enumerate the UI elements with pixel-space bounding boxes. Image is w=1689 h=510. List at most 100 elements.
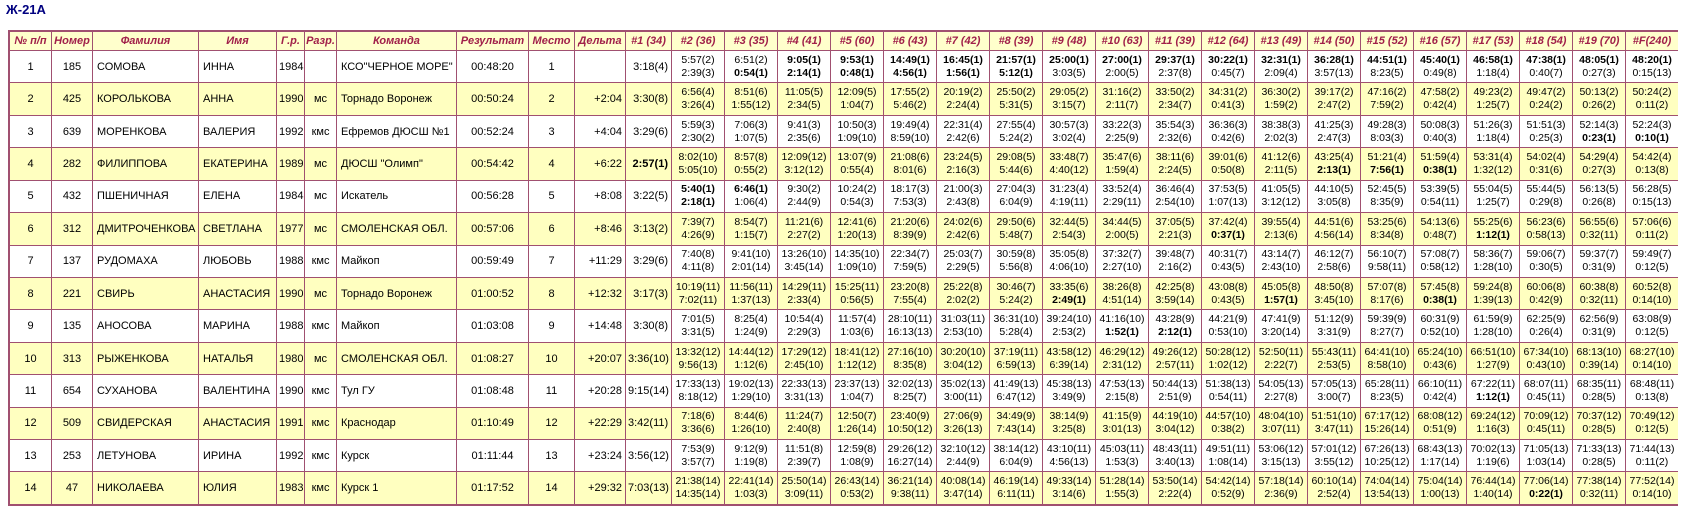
cumulative-time: 6:56(4) — [681, 86, 715, 99]
team-cell: Краснодар — [337, 407, 456, 440]
column-header: Место — [529, 32, 574, 50]
split-cell: 21:20(6) 8:39(9) — [884, 213, 936, 245]
cumulative-time: 36:36(3) — [1208, 118, 1248, 131]
surname-cell: СВИДЕРСКАЯ — [93, 407, 198, 440]
split-cell: 7:18(6) 3:36(6) — [672, 407, 724, 440]
split-cell: 31:23(4) 4:19(11) — [1043, 180, 1095, 213]
split-cell: 53:25(6) 8:34(8) — [1361, 213, 1413, 245]
team-cell: Торнадо Воронеж — [337, 277, 456, 310]
cumulative-time: 68:13(10) — [1576, 345, 1622, 358]
split-cell: 49:28(3) 8:03(3) — [1361, 115, 1413, 148]
cumulative-time: 7:06(3) — [734, 118, 768, 131]
rank-cell: кмс — [305, 440, 336, 472]
split-cell: 57:07(8) 8:17(6) — [1361, 277, 1413, 310]
cumulative-time: 9:41(10) — [731, 248, 771, 261]
table-row: 12 509 СВИДЕРСКАЯ АНАСТАСИЯ 1991 кмс Краснодар… — [10, 407, 1678, 440]
leg-time: 1:12(6) — [734, 358, 768, 371]
leg-time: 2:14(1) — [787, 66, 821, 79]
cumulative-time: 33:52(4) — [1102, 183, 1142, 196]
leg-time: 2:24(5) — [1158, 163, 1192, 176]
rank-cell: кмс — [305, 472, 336, 504]
leg-time: 1:00(13) — [1420, 488, 1460, 501]
result-time-cell: 00:57:06 — [457, 213, 528, 245]
cumulative-time: 30:20(10) — [940, 345, 986, 358]
split-cell: 51:21(4) 7:56(1) — [1361, 148, 1413, 180]
result-time-cell: 01:17:52 — [457, 472, 528, 504]
group-title: Ж-21А — [6, 2, 46, 17]
leg-time: 2:29(3) — [787, 326, 821, 339]
leg-time: 2:31(12) — [1102, 358, 1142, 371]
cumulative-time: 6:46(1) — [734, 183, 768, 196]
cumulative-time: 45:05(8) — [1261, 280, 1301, 293]
cumulative-time: 23:40(9) — [890, 410, 930, 423]
leg-time: 0:42(6) — [1211, 131, 1245, 144]
cumulative-time: 36:30(2) — [1261, 86, 1301, 99]
leg-time: 0:49(8) — [1423, 66, 1457, 79]
delta-time-cell: +20:28 — [575, 375, 625, 407]
table-row: 5 432 ПШЕНИЧНАЯ ЕЛЕНА 1984 мс Искатель 00:56:28… — [10, 180, 1678, 213]
leg-time: 0:56(5) — [840, 293, 874, 306]
split-cell: 3:36(10) — [626, 342, 671, 375]
cumulative-time: 13:07(9) — [837, 150, 877, 163]
cumulative-time: 40:08(14) — [940, 475, 986, 488]
split-cell: 48:43(11) 3:40(13) — [1149, 440, 1201, 472]
column-header: #6 (43) — [884, 32, 936, 50]
split-cell: 53:31(4) 1:32(12) — [1467, 148, 1519, 180]
bib-number-cell: 639 — [52, 115, 92, 148]
cumulative-time: 7:18(6) — [681, 410, 715, 423]
split-cell: 54:05(13) 2:27(8) — [1255, 375, 1307, 407]
split-cell: 6:56(4) 3:26(4) — [672, 83, 724, 115]
result-time-cell: 01:11:44 — [457, 440, 528, 472]
cumulative-time: 47:58(2) — [1420, 86, 1460, 99]
split-cell: 37:32(7) 2:27(10) — [1096, 245, 1148, 277]
birth-year-cell: 1990 — [277, 277, 304, 310]
delta-time-cell: +12:32 — [575, 277, 625, 310]
leg-time: 0:26(2) — [1582, 99, 1616, 112]
cumulative-time: 55:25(6) — [1473, 215, 1513, 228]
first-name-cell: АНАСТАСИЯ — [199, 277, 276, 310]
leg-time: 2:44(9) — [787, 196, 821, 209]
split-cell: 48:04(10) 3:07(11) — [1255, 407, 1307, 440]
leg-time: 1:18(4) — [1476, 131, 1510, 144]
cumulative-time: 43:08(8) — [1208, 280, 1248, 293]
cumulative-time: 9:41(3) — [787, 118, 821, 131]
split-cell: 18:41(12) 1:12(12) — [831, 342, 883, 375]
leg-time: 2:21(3) — [1158, 228, 1192, 241]
column-header: Команда — [337, 32, 456, 50]
cumulative-time: 49:33(14) — [1046, 475, 1092, 488]
leg-time: 8:35(8) — [893, 358, 927, 371]
row-number-cell: 11 — [10, 375, 51, 407]
result-time-cell: 01:03:08 — [457, 310, 528, 342]
split-cell: 7:40(8) 4:11(8) — [672, 245, 724, 277]
split-cell: 47:38(1) 0:40(7) — [1520, 51, 1572, 83]
split-cell: 62:56(9) 0:31(9) — [1573, 310, 1625, 342]
leg-time: 3:03(5) — [1052, 66, 1086, 79]
leg-time: 2:00(5) — [1105, 66, 1139, 79]
split-cell: 43:14(7) 2:43(10) — [1255, 245, 1307, 277]
first-name-cell: АНАСТАСИЯ — [199, 407, 276, 440]
rank-cell: мс — [305, 342, 336, 375]
leg-time: 4:51(14) — [1102, 293, 1142, 306]
cumulative-time: 60:31(9) — [1420, 313, 1460, 326]
cumulative-time: 59:37(7) — [1579, 248, 1619, 261]
split-cell: 67:26(13) 10:25(12) — [1361, 440, 1413, 472]
split-cell: 65:24(10) 0:43(6) — [1414, 342, 1466, 375]
leg-time: 2:11(7) — [1105, 99, 1139, 112]
cumulative-time: 68:27(10) — [1629, 345, 1675, 358]
cumulative-time: 56:23(6) — [1526, 215, 1566, 228]
split-cell: 56:55(6) 0:32(11) — [1573, 213, 1625, 245]
cumulative-time: 50:08(3) — [1420, 118, 1460, 131]
leg-time: 3:31(5) — [681, 326, 715, 339]
cumulative-time: 35:02(13) — [940, 377, 986, 390]
split-cell: 67:22(11) 1:12(1) — [1467, 375, 1519, 407]
leg-time: 0:43(5) — [1211, 293, 1245, 306]
split-cell: 55:43(11) 2:53(5) — [1308, 342, 1360, 375]
leg-time: 9:58(11) — [1367, 261, 1407, 274]
first-name-cell: ЛЮБОВЬ — [199, 245, 276, 277]
split-cell: 55:25(6) 1:12(1) — [1467, 213, 1519, 245]
bib-number-cell: 425 — [52, 83, 92, 115]
split-cell: 57:08(7) 0:58(12) — [1414, 245, 1466, 277]
cumulative-time: 44:51(6) — [1314, 215, 1354, 228]
cumulative-time: 56:10(7) — [1367, 248, 1407, 261]
split-cell: 52:50(11) 2:22(7) — [1255, 342, 1307, 375]
